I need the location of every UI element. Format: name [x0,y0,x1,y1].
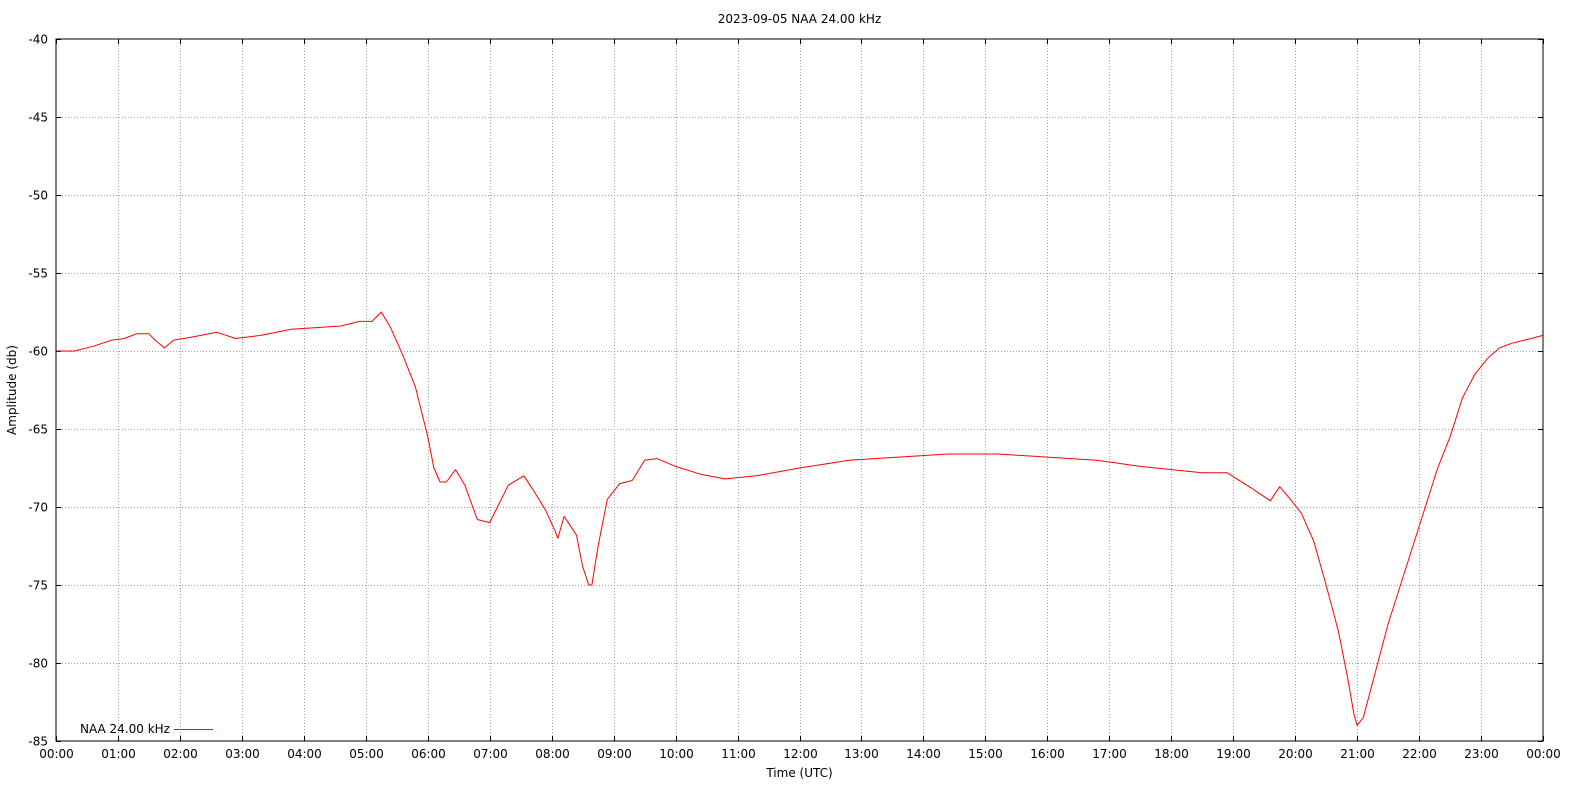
chart-title: 2023-09-05 NAA 24.00 kHz [718,12,882,26]
x-tick-label: 19:00 [1216,747,1251,761]
legend: NAA 24.00 kHz [80,722,213,736]
y-tick-label: -80 [28,657,48,671]
y-tick-label: -50 [28,189,48,203]
y-tick-label: -60 [28,345,48,359]
x-tick-label: 11:00 [721,747,756,761]
y-axis-title: Amplitude (db) [5,345,19,435]
series-line [56,311,1544,726]
x-tick-label: 15:00 [968,747,1003,761]
x-tick-label: 18:00 [1154,747,1189,761]
x-tick-label: 04:00 [287,747,322,761]
x-tick-label: 08:00 [535,747,570,761]
x-tick-label: 20:00 [1278,747,1313,761]
series-layer [56,311,1544,726]
x-tick-label: 02:00 [163,747,198,761]
y-tick-label: -85 [28,735,48,749]
x-tick-label: 10:00 [659,747,694,761]
x-tick-label: 03:00 [225,747,260,761]
y-tick-label: -75 [28,579,48,593]
y-tick-label: -40 [28,33,48,47]
x-tick-label: 06:00 [411,747,446,761]
x-tick-label: 12:00 [783,747,818,761]
x-tick-label: 07:00 [473,747,508,761]
x-tick-label: 17:00 [1092,747,1127,761]
y-tick-label: -65 [28,423,48,437]
x-tick-label: 00:00 [39,747,74,761]
x-tick-label: 13:00 [844,747,879,761]
y-tick-label: -55 [28,267,48,281]
x-tick-label: 09:00 [597,747,632,761]
x-tick-label: 05:00 [349,747,384,761]
x-tick-label: 14:00 [906,747,941,761]
y-tick-label: -45 [28,111,48,125]
tick-labels: 00:00 01:00 02:00 03:00 04:00 05:00 06:00 07:00… [28,33,1560,762]
plot-frame [55,38,1544,742]
y-tick-label: -70 [28,501,48,515]
grid-lines [56,39,1543,741]
x-tick-label: 21:00 [1340,747,1375,761]
x-tick-label: 00:00 [1526,747,1561,761]
x-tick-label: 22:00 [1402,747,1437,761]
x-axis-title: Time (UTC) [765,766,832,780]
x-tick-label: 23:00 [1464,747,1499,761]
x-tick-label: 16:00 [1030,747,1065,761]
x-tick-label: 01:00 [101,747,136,761]
legend-label: NAA 24.00 kHz [80,722,170,736]
